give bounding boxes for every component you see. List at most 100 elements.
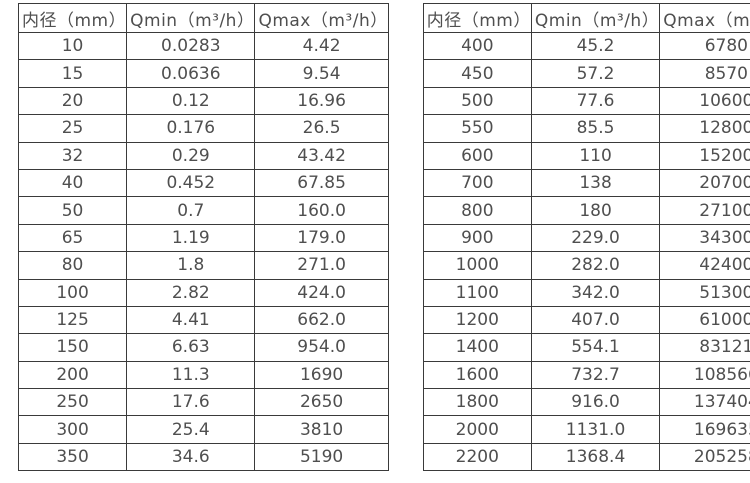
table-cell: 1131.0: [530, 415, 661, 444]
table-cell: 554.1: [530, 333, 661, 362]
table-cell: 137404: [659, 388, 750, 417]
table-row: 150 6.63 954.0: [17, 333, 389, 362]
table-cell: 27100: [659, 196, 750, 225]
header-cell: Qmin（m³/h）: [126, 3, 256, 33]
table-row: 25 0.176 26.5: [17, 114, 389, 143]
table-cell: 2200: [422, 442, 532, 472]
table-cell: 150: [17, 333, 128, 362]
table-cell: 1.19: [126, 223, 256, 253]
table-cell: 77.6: [530, 86, 661, 116]
header-cell: 内径（mm）: [17, 3, 128, 33]
table-row: 1400 554.1 83121: [422, 333, 750, 362]
table-cell: 1100: [422, 278, 532, 307]
table-row: 20 0.12 16.96: [17, 86, 389, 116]
table-row: 500 77.6 10600: [422, 86, 750, 116]
table-header: 内径（mm）Qmin（m³/h）Qmax（m³/h）: [17, 3, 389, 33]
table-cell: 1.8: [126, 251, 256, 280]
table-cell: 205258: [659, 442, 750, 472]
table-row: 600 110 15200: [422, 141, 750, 170]
table-cell: 1690: [254, 360, 389, 390]
table-row: 900 229.0 34300: [422, 223, 750, 253]
table-cell: 26.5: [254, 114, 389, 143]
table-cell: 179.0: [254, 223, 389, 253]
table-cell: 34.6: [126, 442, 256, 472]
table-cell: 1600: [422, 360, 532, 390]
table-cell: 1400: [422, 333, 532, 362]
table-cell: 85.5: [530, 114, 661, 143]
table-row: 1000 282.0 42400: [422, 251, 750, 280]
table-cell: 900: [422, 223, 532, 253]
table-cell: 10600: [659, 86, 750, 116]
table-cell: 229.0: [530, 223, 661, 253]
table-cell: 160.0: [254, 196, 389, 225]
table-cell: 732.7: [530, 360, 661, 390]
table-cell: 51300: [659, 278, 750, 307]
table-row: 1200 407.0 61000: [422, 305, 750, 335]
table-cell: 6.63: [126, 333, 256, 362]
table-header: 内径（mm）Qmin（m³/h）Qmax（m³/h）: [422, 3, 750, 33]
table-cell: 65: [17, 223, 128, 253]
table-row: 80 1.8 271.0: [17, 251, 389, 280]
table-cell: 800: [422, 196, 532, 225]
table-cell: 200: [17, 360, 128, 390]
table-cell: 34300: [659, 223, 750, 253]
table-cell: 169635: [659, 415, 750, 444]
table-cell: 2.82: [126, 278, 256, 307]
table-cell: 1368.4: [530, 442, 661, 472]
header-cell: Qmax（m³/h）: [254, 3, 389, 33]
table-cell: 50: [17, 196, 128, 225]
table-cell: 25.4: [126, 415, 256, 444]
table-row: 400 45.2 6780: [422, 31, 750, 61]
table-row: 700 138 20700: [422, 168, 750, 198]
table-cell: 1800: [422, 388, 532, 417]
table-cell: 110: [530, 141, 661, 170]
table-cell: 407.0: [530, 305, 661, 335]
table-cell: 138: [530, 168, 661, 198]
table-body: 400 45.2 6780 450 57.2 8570 500 77.6 10600 550 85.…: [422, 31, 750, 472]
table-cell: 550: [422, 114, 532, 143]
table-cell: 4.41: [126, 305, 256, 335]
table-cell: 916.0: [530, 388, 661, 417]
table-body: 10 0.0283 4.42 15 0.0636 9.54 20 0.12 16.96 25 0.1…: [17, 31, 389, 472]
table-cell: 0.176: [126, 114, 256, 143]
table-cell: 20: [17, 86, 128, 116]
flow-rate-tables: 内径（mm） Qmin（m³/h） Qmax（m³/h） 10 0.0283 4.42 1…: [17, 3, 750, 472]
table-row: 200 11.3 1690: [17, 360, 389, 390]
table-cell: 450: [422, 59, 532, 88]
table-row: 32 0.29 43.42: [17, 141, 389, 170]
table-cell: 300: [17, 415, 128, 444]
table-cell: 11.3: [126, 360, 256, 390]
table-cell: 400: [422, 31, 532, 61]
table-cell: 1000: [422, 251, 532, 280]
table-cell: 600: [422, 141, 532, 170]
table-cell: 271.0: [254, 251, 389, 280]
table-row: 65 1.19 179.0: [17, 223, 389, 253]
table-cell: 67.85: [254, 168, 389, 198]
large-diameter-flow-table: 内径（mm）Qmin（m³/h）Qmax（m³/h） 40045.2678045…: [422, 3, 750, 472]
table-row: 100 2.82 424.0: [17, 278, 389, 307]
table-cell: 3810: [254, 415, 389, 444]
table-row: 10 0.0283 4.42: [17, 31, 389, 61]
table-cell: 0.0283: [126, 31, 256, 61]
table-cell: 282.0: [530, 251, 661, 280]
table-cell: 8570: [659, 59, 750, 88]
table-cell: 2650: [254, 388, 389, 417]
table-cell: 342.0: [530, 278, 661, 307]
table-cell: 4.42: [254, 31, 389, 61]
table-cell: 125: [17, 305, 128, 335]
table-row: 300 25.4 3810: [17, 415, 389, 444]
header-cell: Qmin（m³/h）: [530, 3, 661, 33]
table-cell: 25: [17, 114, 128, 143]
table-cell: 0.0636: [126, 59, 256, 88]
table-cell: 700: [422, 168, 532, 198]
header-cell: 内径（mm）: [422, 3, 532, 33]
table-cell: 1200: [422, 305, 532, 335]
table-cell: 500: [422, 86, 532, 116]
table-row: 40 0.452 67.85: [17, 168, 389, 198]
table-cell: 108566: [659, 360, 750, 390]
table-cell: 12800: [659, 114, 750, 143]
table-cell: 662.0: [254, 305, 389, 335]
